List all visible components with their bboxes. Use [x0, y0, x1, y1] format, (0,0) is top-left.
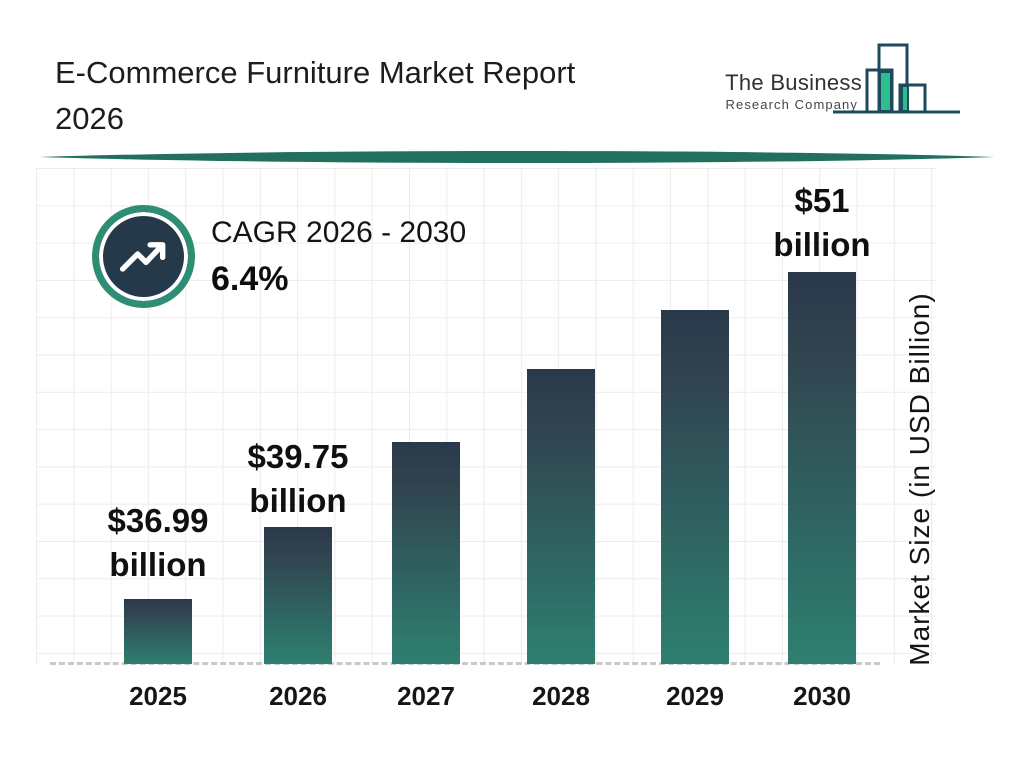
logo-name: The Business: [725, 70, 862, 95]
page-title-line2: 2026: [55, 101, 124, 136]
bar-2025: [124, 599, 192, 664]
x-tick-2029: 2029: [666, 681, 724, 711]
value-label-line: $51: [794, 182, 850, 219]
cagr-value: 6.4%: [211, 260, 289, 298]
value-label-line: billion: [773, 226, 871, 263]
trending-up-icon: [119, 242, 166, 272]
value-label-line: billion: [109, 546, 207, 583]
value-label-2030: $51 billion: [707, 179, 937, 267]
value-label-2026: $39.75 billion: [183, 435, 413, 523]
cagr-range-label: CAGR 2026 - 2030: [211, 216, 467, 249]
x-tick-2030: 2030: [793, 681, 851, 711]
value-label-line: billion: [249, 482, 347, 519]
x-tick-2026: 2026: [269, 681, 327, 711]
value-label-line: $36.99: [107, 502, 209, 539]
x-axis-baseline: [50, 662, 880, 665]
x-tick-2025: 2025: [129, 681, 187, 711]
y-axis-label: Market Size (in USD Billion): [904, 292, 935, 666]
value-label-2025: $36.99 billion: [43, 499, 273, 587]
cagr-badge: [92, 205, 195, 308]
company-logo: The Business Research Company: [640, 70, 862, 112]
x-tick-2027: 2027: [397, 681, 455, 711]
logo-buildings-icon: [833, 43, 960, 114]
bar-2028: [527, 369, 595, 664]
logo-subtitle: Research Company: [725, 97, 858, 112]
bar-2026: [264, 527, 332, 664]
cagr-text: CAGR 2026 - 2030 6.4%: [211, 216, 631, 299]
x-tick-2028: 2028: [532, 681, 590, 711]
bar-2029: [661, 310, 729, 664]
value-label-line: $39.75: [247, 438, 349, 475]
header-divider: [40, 151, 995, 163]
page-title: E-Commerce Furniture Market Report 2026: [55, 50, 695, 142]
bar-2027: [392, 442, 460, 664]
page-title-line1: E-Commerce Furniture Market Report: [55, 55, 576, 90]
bar-2030: [788, 272, 856, 664]
